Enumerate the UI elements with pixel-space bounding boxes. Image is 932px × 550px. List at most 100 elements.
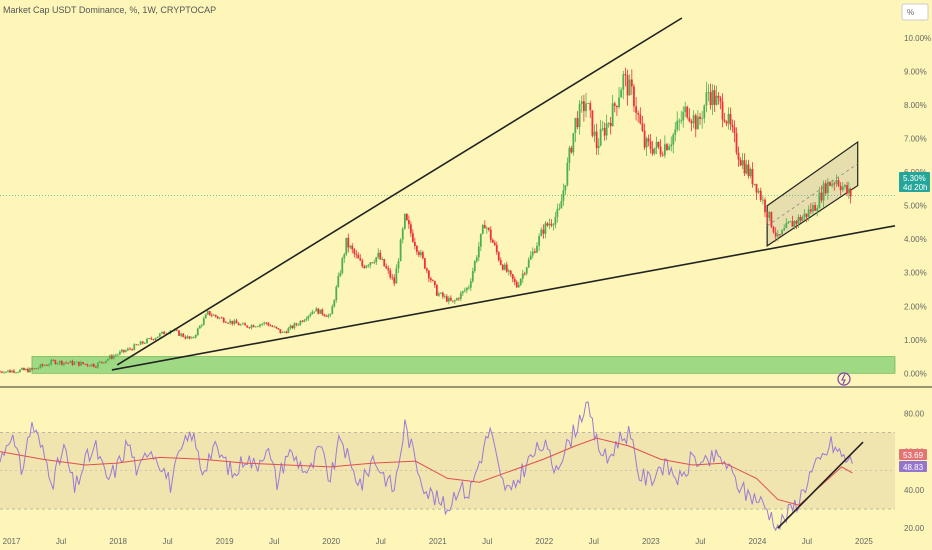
candle[interactable] bbox=[479, 233, 482, 252]
candle[interactable] bbox=[688, 108, 691, 123]
candle[interactable] bbox=[393, 274, 396, 287]
candle[interactable] bbox=[349, 244, 352, 250]
candle[interactable] bbox=[359, 254, 362, 262]
candle[interactable] bbox=[533, 248, 536, 254]
candle[interactable] bbox=[409, 221, 412, 238]
candle[interactable] bbox=[703, 104, 706, 124]
candle[interactable] bbox=[785, 218, 788, 229]
candle[interactable] bbox=[735, 127, 738, 156]
candle[interactable] bbox=[96, 362, 99, 369]
candle[interactable] bbox=[574, 117, 577, 142]
price-pane[interactable]: 0.00%1.00%2.00%3.00%4.00%5.00%6.00%7.00%… bbox=[0, 17, 931, 378]
candle[interactable] bbox=[787, 220, 790, 225]
candle[interactable] bbox=[678, 118, 681, 131]
candle[interactable] bbox=[435, 283, 438, 296]
candle[interactable] bbox=[719, 95, 722, 110]
candle[interactable] bbox=[684, 101, 687, 118]
candle[interactable] bbox=[144, 341, 146, 344]
candle[interactable] bbox=[521, 269, 524, 283]
candle[interactable] bbox=[717, 91, 720, 105]
candle[interactable] bbox=[809, 203, 812, 215]
candle[interactable] bbox=[509, 270, 512, 277]
candle[interactable] bbox=[5, 371, 7, 374]
candle[interactable] bbox=[507, 268, 510, 276]
candle[interactable] bbox=[739, 157, 742, 167]
candle[interactable] bbox=[224, 320, 227, 324]
candle[interactable] bbox=[433, 280, 436, 288]
candle[interactable] bbox=[67, 362, 70, 365]
candle[interactable] bbox=[267, 321, 270, 327]
candle[interactable] bbox=[633, 83, 635, 112]
candle[interactable] bbox=[560, 194, 563, 209]
candle[interactable] bbox=[163, 331, 165, 335]
candle[interactable] bbox=[789, 220, 792, 223]
candle[interactable] bbox=[35, 368, 38, 370]
candle[interactable] bbox=[795, 219, 798, 230]
candle[interactable] bbox=[13, 369, 15, 374]
candle[interactable] bbox=[27, 367, 29, 373]
candle[interactable] bbox=[391, 273, 394, 281]
candle[interactable] bbox=[550, 219, 553, 228]
candle[interactable] bbox=[705, 81, 708, 113]
candle[interactable] bbox=[52, 358, 55, 362]
candle[interactable] bbox=[256, 325, 259, 328]
candle[interactable] bbox=[411, 229, 414, 243]
candle[interactable] bbox=[82, 361, 85, 365]
candle[interactable] bbox=[709, 83, 712, 110]
candle[interactable] bbox=[98, 360, 101, 364]
candle[interactable] bbox=[214, 314, 217, 318]
candle[interactable] bbox=[649, 133, 652, 154]
candle[interactable] bbox=[180, 332, 183, 338]
candle[interactable] bbox=[425, 267, 428, 274]
lightning-icon[interactable] bbox=[837, 372, 851, 386]
candle[interactable] bbox=[0, 370, 1, 373]
candle[interactable] bbox=[781, 229, 783, 235]
candle[interactable] bbox=[17, 371, 19, 374]
candle[interactable] bbox=[768, 210, 771, 222]
candle[interactable] bbox=[643, 123, 646, 150]
candle[interactable] bbox=[395, 264, 398, 284]
candle[interactable] bbox=[605, 114, 608, 141]
candle[interactable] bbox=[329, 313, 332, 318]
candle[interactable] bbox=[844, 184, 846, 190]
candle[interactable] bbox=[491, 238, 494, 243]
candle[interactable] bbox=[501, 263, 504, 271]
candle[interactable] bbox=[248, 326, 251, 329]
candle[interactable] bbox=[271, 324, 274, 328]
candle[interactable] bbox=[513, 276, 516, 286]
candle[interactable] bbox=[293, 322, 296, 330]
candle[interactable] bbox=[289, 324, 292, 330]
candle[interactable] bbox=[525, 266, 528, 276]
candle[interactable] bbox=[188, 336, 191, 340]
candle[interactable] bbox=[589, 100, 592, 119]
candle[interactable] bbox=[242, 322, 244, 325]
candle[interactable] bbox=[148, 337, 151, 340]
candle[interactable] bbox=[281, 331, 284, 333]
candle[interactable] bbox=[212, 313, 215, 316]
candle[interactable] bbox=[114, 353, 117, 358]
candle[interactable] bbox=[847, 181, 850, 199]
candle[interactable] bbox=[453, 299, 456, 304]
candle[interactable] bbox=[593, 124, 596, 143]
candle[interactable] bbox=[327, 313, 330, 319]
candle[interactable] bbox=[307, 315, 310, 322]
candle[interactable] bbox=[283, 331, 286, 333]
candle[interactable] bbox=[335, 284, 338, 303]
candle[interactable] bbox=[572, 132, 575, 156]
candle[interactable] bbox=[102, 362, 105, 364]
candle[interactable] bbox=[415, 244, 418, 255]
candle[interactable] bbox=[793, 220, 796, 230]
candle[interactable] bbox=[48, 363, 50, 367]
candle[interactable] bbox=[616, 105, 618, 117]
candle[interactable] bbox=[764, 197, 766, 217]
candle[interactable] bbox=[261, 322, 264, 327]
candle[interactable] bbox=[65, 361, 67, 364]
candle[interactable] bbox=[755, 183, 758, 200]
candle[interactable] bbox=[630, 69, 633, 95]
candle[interactable] bbox=[250, 324, 253, 330]
candle[interactable] bbox=[849, 187, 852, 204]
candle[interactable] bbox=[88, 365, 91, 367]
candle[interactable] bbox=[139, 340, 142, 345]
candle[interactable] bbox=[63, 362, 65, 367]
candle[interactable] bbox=[609, 116, 612, 135]
